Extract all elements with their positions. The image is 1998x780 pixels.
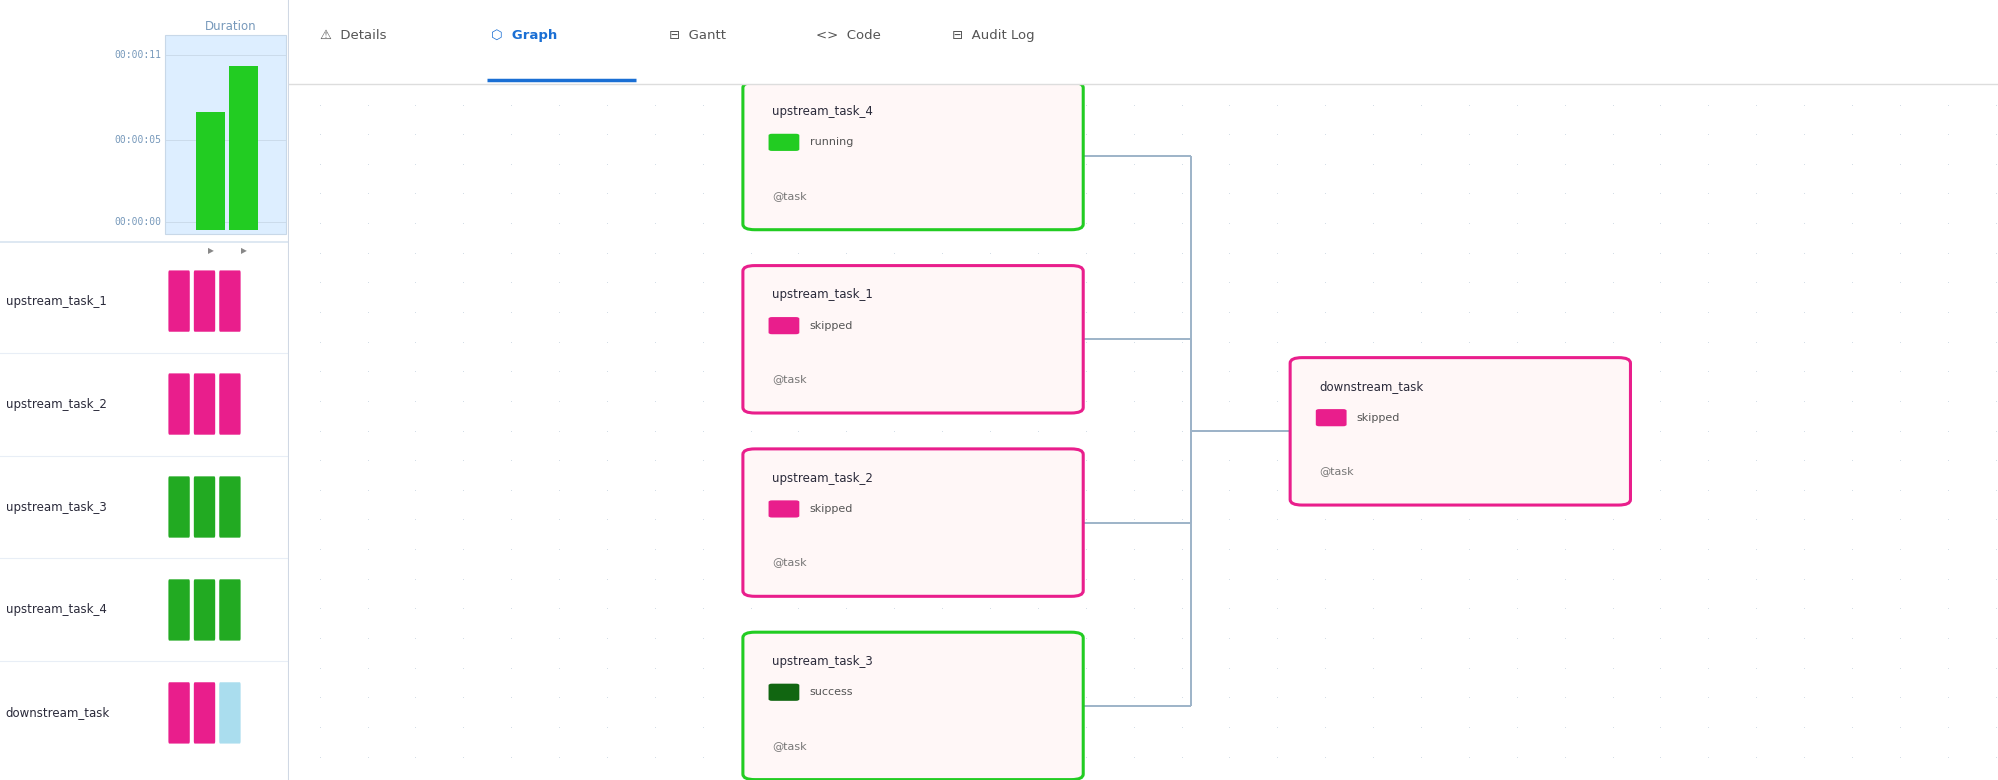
Text: ⊟  Audit Log: ⊟ Audit Log: [951, 30, 1035, 42]
FancyBboxPatch shape: [194, 580, 216, 640]
FancyBboxPatch shape: [194, 477, 216, 537]
Text: upstream_task_2: upstream_task_2: [771, 471, 873, 484]
FancyBboxPatch shape: [194, 271, 216, 332]
FancyBboxPatch shape: [767, 683, 799, 700]
FancyBboxPatch shape: [168, 682, 190, 743]
Text: skipped: skipped: [809, 504, 853, 514]
FancyBboxPatch shape: [767, 317, 799, 335]
FancyBboxPatch shape: [168, 271, 190, 332]
Text: ⬡  Graph: ⬡ Graph: [490, 30, 557, 42]
Text: ⚠  Details: ⚠ Details: [320, 30, 386, 42]
FancyBboxPatch shape: [743, 448, 1083, 596]
Text: @task: @task: [771, 741, 805, 750]
FancyBboxPatch shape: [743, 265, 1083, 413]
FancyBboxPatch shape: [743, 632, 1083, 780]
Bar: [288, 0, 1998, 84]
Text: success: success: [809, 687, 853, 697]
Text: upstream_task_1: upstream_task_1: [771, 289, 873, 301]
FancyBboxPatch shape: [194, 374, 216, 434]
Text: ▶: ▶: [240, 246, 246, 255]
Text: upstream_task_4: upstream_task_4: [6, 604, 106, 616]
FancyBboxPatch shape: [743, 82, 1083, 230]
FancyBboxPatch shape: [168, 477, 190, 537]
Text: @task: @task: [771, 191, 805, 200]
Text: upstream_task_1: upstream_task_1: [6, 295, 106, 307]
Text: skipped: skipped: [1357, 413, 1399, 423]
FancyBboxPatch shape: [767, 501, 799, 518]
FancyBboxPatch shape: [220, 682, 240, 743]
FancyBboxPatch shape: [220, 477, 240, 537]
Text: skipped: skipped: [809, 321, 853, 331]
FancyBboxPatch shape: [168, 580, 190, 640]
Text: 00:00:05: 00:00:05: [114, 136, 162, 145]
Text: 00:00:00: 00:00:00: [114, 218, 162, 227]
Text: downstream_task: downstream_task: [6, 707, 110, 719]
Text: upstream_task_2: upstream_task_2: [6, 398, 106, 410]
FancyBboxPatch shape: [220, 374, 240, 434]
Text: running: running: [809, 137, 853, 147]
Text: ⊟  Gantt: ⊟ Gantt: [667, 30, 725, 42]
FancyBboxPatch shape: [1315, 409, 1347, 426]
FancyBboxPatch shape: [164, 35, 286, 234]
Text: @task: @task: [771, 558, 805, 568]
FancyBboxPatch shape: [168, 374, 190, 434]
FancyBboxPatch shape: [220, 580, 240, 640]
Bar: [196, 112, 226, 230]
Text: upstream_task_3: upstream_task_3: [771, 655, 873, 668]
FancyBboxPatch shape: [220, 271, 240, 332]
Text: @task: @task: [1319, 466, 1353, 476]
Text: <>  Code: <> Code: [815, 30, 879, 42]
Text: ▶: ▶: [208, 246, 214, 255]
Text: @task: @task: [771, 374, 805, 385]
FancyBboxPatch shape: [767, 134, 799, 151]
Text: upstream_task_4: upstream_task_4: [771, 105, 873, 118]
FancyBboxPatch shape: [1289, 357, 1630, 505]
Text: upstream_task_3: upstream_task_3: [6, 501, 106, 513]
Text: Duration: Duration: [206, 20, 258, 34]
Bar: [230, 66, 258, 230]
Text: 00:00:11: 00:00:11: [114, 50, 162, 59]
Text: downstream_task: downstream_task: [1319, 381, 1423, 393]
FancyBboxPatch shape: [194, 682, 216, 743]
